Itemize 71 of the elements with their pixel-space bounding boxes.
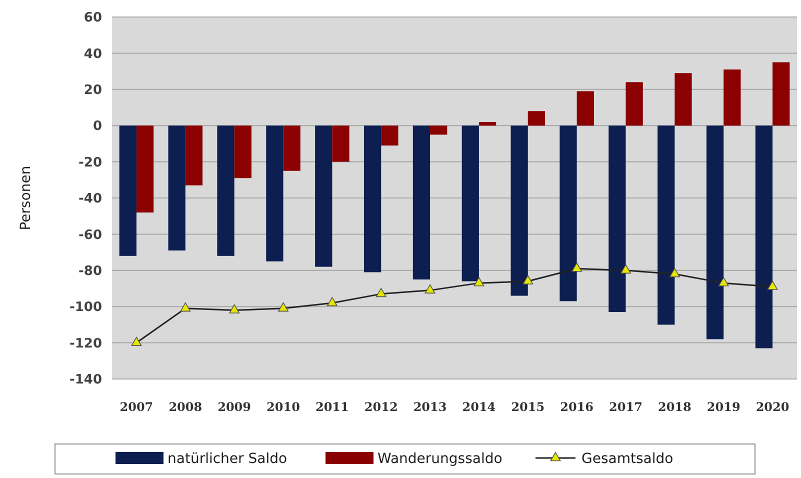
x-tick-label: 2011 (315, 400, 349, 414)
bar (724, 69, 741, 126)
bar (462, 126, 479, 282)
bar (119, 126, 136, 256)
x-tick-label: 2016 (560, 400, 594, 414)
point (718, 277, 729, 286)
point (572, 262, 582, 272)
y-tick-label: 40 (84, 46, 102, 62)
bar (626, 82, 643, 126)
bar (560, 126, 577, 302)
x-tick-label: 2014 (462, 400, 496, 414)
y-tick-label: -20 (78, 155, 102, 170)
bar (430, 126, 448, 135)
y-tick-label: -140 (69, 372, 102, 388)
y-tick-label: -120 (69, 336, 102, 352)
x-tick-label: 2020 (756, 400, 790, 414)
y-axis-title: Personen (18, 166, 34, 230)
bar (217, 126, 234, 256)
x-tick-label: 2013 (413, 400, 447, 414)
bar (315, 126, 332, 267)
bar (185, 126, 203, 186)
point (131, 336, 142, 346)
bar (755, 126, 773, 348)
bar (608, 126, 626, 312)
y-tick-label: -100 (69, 300, 102, 316)
bar (674, 73, 692, 126)
point (669, 268, 680, 278)
bar (381, 126, 398, 146)
x-tick-label: 2017 (609, 400, 642, 414)
legend-label: natürlicher Saldo (168, 450, 288, 467)
point (620, 264, 631, 274)
bar (706, 126, 724, 340)
x-tick-label: 2010 (266, 400, 300, 414)
point (180, 302, 191, 312)
bar (478, 122, 496, 126)
bar (412, 126, 430, 280)
x-tick-label: 2019 (706, 400, 740, 414)
x-tick-label: 2018 (658, 400, 692, 414)
y-tick-label: -40 (78, 192, 102, 207)
x-tick-label: 2007 (120, 400, 154, 414)
x-tick-label: 2008 (168, 400, 202, 414)
y-tick-label: 0 (92, 119, 102, 134)
bar (528, 111, 546, 126)
point (424, 284, 436, 294)
bar (772, 62, 790, 126)
legend-label: Wanderungssaldo (378, 450, 502, 467)
bar (364, 126, 382, 272)
bar (510, 126, 528, 296)
point (376, 288, 386, 298)
point (229, 304, 240, 314)
x-tick-label: 2015 (511, 400, 545, 414)
point (474, 277, 484, 286)
x-tick-label: 2012 (364, 400, 398, 414)
point (767, 280, 778, 290)
y-tick-label: -80 (78, 264, 102, 279)
point (278, 302, 288, 312)
bar (168, 126, 186, 250)
x-tick-label: 2009 (218, 400, 252, 414)
bar (266, 126, 284, 262)
point (326, 297, 338, 306)
bar (332, 126, 350, 162)
y-tick-label: -60 (78, 228, 102, 243)
point (522, 275, 534, 284)
legend-label: Gesamtsaldo (582, 450, 674, 467)
bar (136, 126, 154, 212)
bar (283, 126, 300, 171)
y-tick-label: 60 (84, 10, 102, 26)
bar (576, 91, 594, 126)
y-tick-label: 20 (84, 82, 102, 98)
bar (234, 126, 252, 178)
bar (658, 126, 675, 325)
